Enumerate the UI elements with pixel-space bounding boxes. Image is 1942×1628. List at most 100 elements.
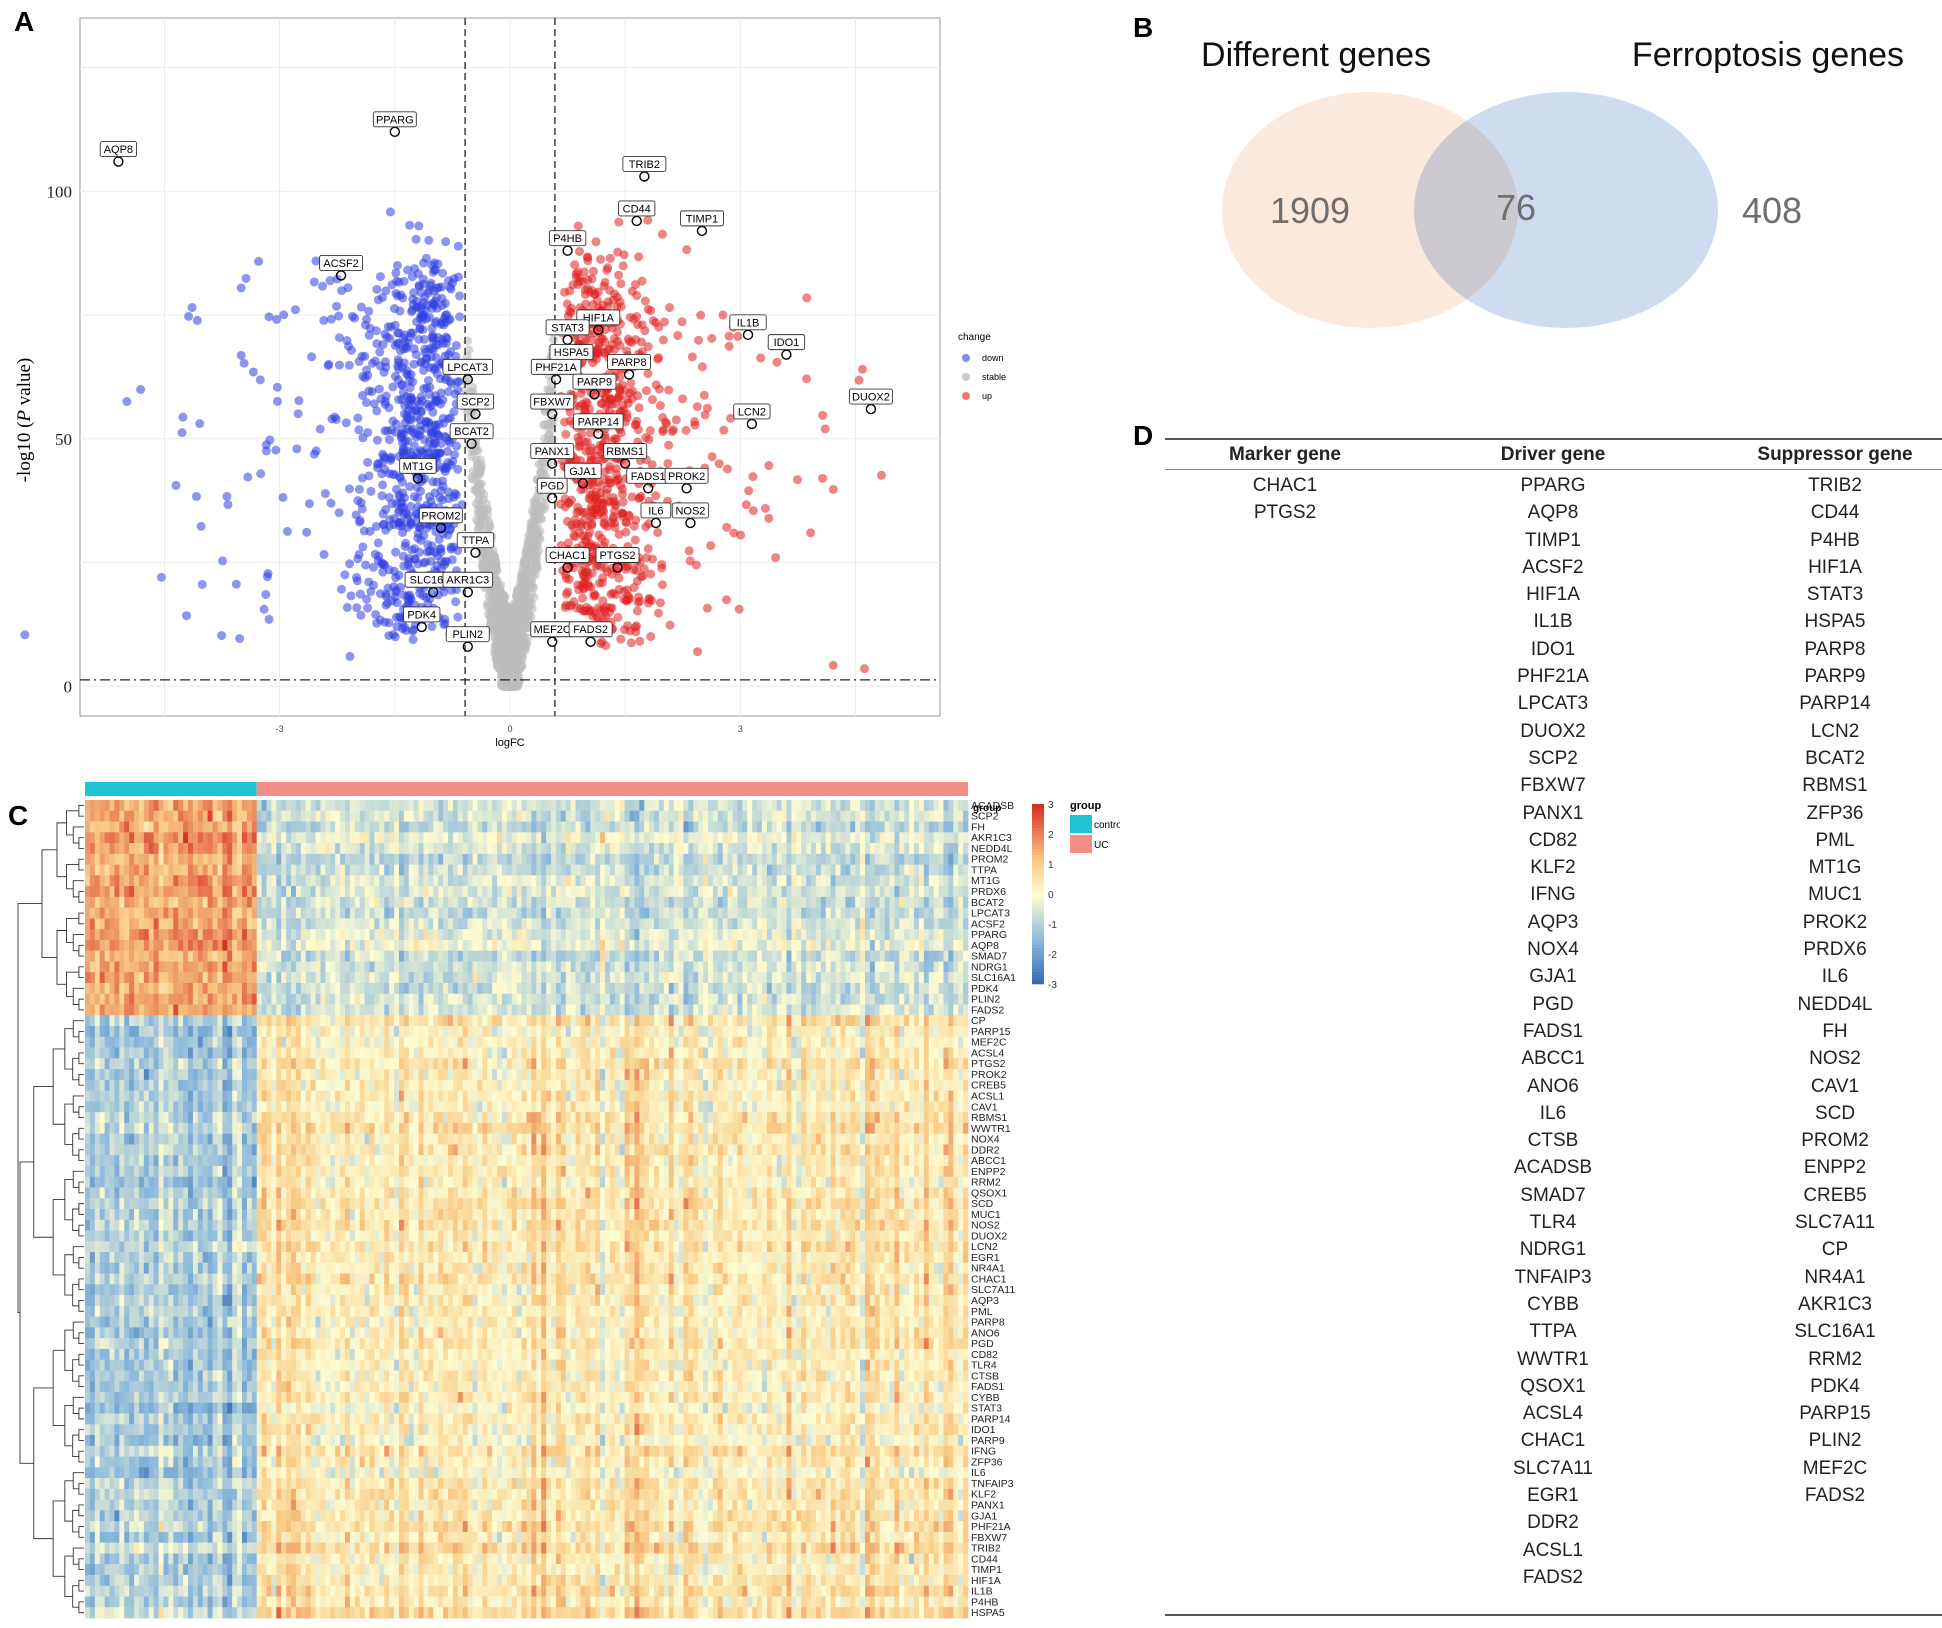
heatmap-cell bbox=[575, 800, 581, 812]
heatmap-cell bbox=[281, 843, 287, 855]
down-point bbox=[372, 284, 382, 294]
heatmap-cell bbox=[256, 907, 262, 919]
heatmap-cell bbox=[708, 810, 714, 822]
heatmap-cell bbox=[241, 832, 248, 844]
heatmap-cell bbox=[325, 875, 331, 887]
heatmap-cell bbox=[521, 918, 527, 930]
heatmap-cell bbox=[776, 821, 782, 833]
heatmap-cell bbox=[291, 832, 297, 844]
heatmap-cell bbox=[511, 821, 518, 833]
heatmap-cell bbox=[555, 886, 562, 898]
heatmap-cell bbox=[497, 832, 503, 844]
heatmap-cell bbox=[394, 918, 400, 930]
heatmap-cell bbox=[761, 886, 768, 898]
heatmap-cell bbox=[85, 886, 91, 898]
heatmap-cell bbox=[310, 907, 316, 919]
heatmap-cell bbox=[237, 918, 243, 930]
heatmap-cell bbox=[286, 853, 292, 865]
heatmap-cell bbox=[712, 864, 719, 876]
heatmap-cell bbox=[600, 864, 606, 876]
dendrogram-branch bbox=[64, 1480, 74, 1522]
heatmap-cell bbox=[536, 821, 542, 833]
down-point bbox=[191, 491, 201, 501]
heatmap-cell bbox=[511, 886, 518, 898]
heatmap-cell bbox=[624, 832, 630, 844]
stable-point bbox=[547, 424, 557, 434]
heatmap-cell bbox=[874, 810, 881, 822]
heatmap-cell bbox=[595, 864, 601, 876]
up-point bbox=[555, 499, 565, 509]
heatmap-cell bbox=[511, 918, 518, 930]
heatmap-cell bbox=[614, 907, 621, 919]
heatmap-cell bbox=[766, 886, 773, 898]
heatmap-cell bbox=[889, 864, 895, 876]
heatmap-cell bbox=[173, 918, 179, 930]
dendrogram-branch bbox=[72, 1434, 79, 1458]
heatmap-cell bbox=[516, 886, 522, 898]
heatmap-cell bbox=[114, 918, 120, 930]
heatmap-cell bbox=[291, 821, 297, 833]
heatmap-cell bbox=[570, 864, 576, 876]
heatmap-cell bbox=[232, 918, 238, 930]
heatmap-cell bbox=[448, 853, 454, 865]
heatmap-cell bbox=[276, 886, 282, 898]
heatmap-cell bbox=[595, 853, 601, 865]
heatmap-cell bbox=[438, 810, 444, 822]
labeled-gene-point bbox=[696, 225, 708, 237]
heatmap-cell bbox=[580, 843, 586, 855]
heatmap-cell bbox=[624, 821, 630, 833]
heatmap-cell bbox=[452, 875, 459, 887]
heatmap-cell bbox=[663, 896, 670, 909]
heatmap-cell bbox=[634, 918, 640, 930]
heatmap-cell bbox=[271, 853, 277, 865]
heatmap-cell bbox=[183, 886, 189, 898]
down-point bbox=[272, 396, 282, 406]
heatmap-cell bbox=[266, 886, 272, 898]
heatmap-cell bbox=[158, 907, 164, 919]
up-point bbox=[612, 566, 622, 576]
heatmap-cell bbox=[673, 875, 679, 887]
heatmap-cell bbox=[295, 864, 302, 876]
heatmap-cell bbox=[462, 864, 469, 876]
heatmap-cell bbox=[472, 907, 478, 919]
heatmap-cell bbox=[835, 810, 841, 822]
heatmap-cell bbox=[354, 843, 361, 855]
heatmap-cell bbox=[811, 821, 817, 833]
heatmap-cell bbox=[555, 843, 562, 855]
heatmap-cell bbox=[879, 864, 886, 876]
heatmap-cell bbox=[109, 918, 115, 930]
heatmap-cell bbox=[85, 810, 91, 822]
heatmap-cell bbox=[698, 918, 704, 930]
heatmap-cell bbox=[938, 853, 944, 865]
down-point bbox=[332, 301, 342, 311]
heatmap-cell bbox=[379, 843, 385, 855]
heatmap-cell bbox=[300, 886, 307, 898]
heatmap-cell bbox=[938, 800, 944, 812]
down-point bbox=[362, 314, 372, 324]
heatmap-cell bbox=[197, 810, 204, 822]
down-point bbox=[384, 565, 394, 575]
up-point bbox=[610, 518, 620, 528]
heatmap-cell bbox=[546, 810, 552, 822]
heatmap-cell bbox=[688, 853, 694, 865]
heatmap-cell bbox=[864, 875, 871, 887]
heatmap-cell bbox=[963, 832, 969, 844]
heatmap-cell bbox=[904, 853, 910, 865]
heatmap-cell bbox=[673, 810, 679, 822]
heatmap-cell bbox=[212, 853, 218, 865]
heatmap-cell bbox=[246, 886, 253, 898]
heatmap-cell bbox=[727, 875, 733, 887]
heatmap-cell bbox=[129, 886, 135, 898]
up-point bbox=[724, 341, 734, 351]
heatmap-cell bbox=[546, 907, 552, 919]
heatmap-cell bbox=[472, 896, 478, 909]
heatmap-cell bbox=[747, 821, 753, 833]
heatmap-cell bbox=[300, 907, 307, 919]
down-point bbox=[398, 293, 408, 303]
heatmap-cell bbox=[565, 853, 572, 865]
gene-label: IDO1 bbox=[774, 337, 800, 349]
heatmap-cell bbox=[124, 886, 130, 898]
heatmap-cell bbox=[251, 821, 258, 833]
heatmap-cell bbox=[359, 918, 366, 930]
heatmap-cell bbox=[178, 810, 184, 822]
